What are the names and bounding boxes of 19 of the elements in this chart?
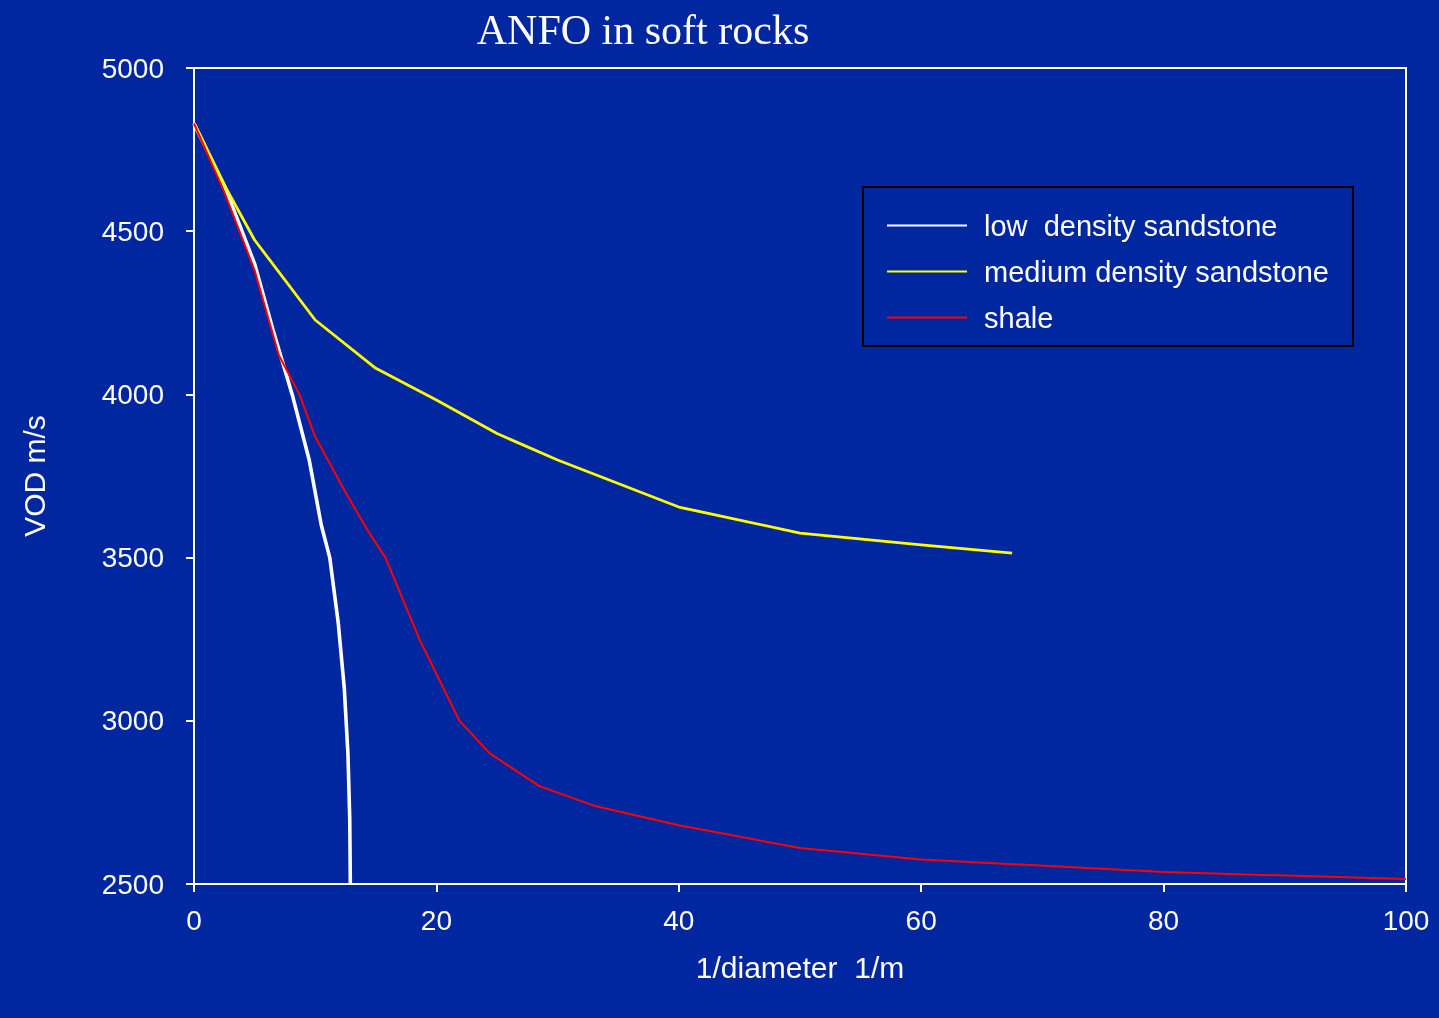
- y-axis-title: VOD m/s: [17, 415, 51, 537]
- legend-label: shale: [984, 301, 1054, 334]
- y-tick-label: 4000: [101, 378, 164, 410]
- x-tick-label: 80: [1148, 904, 1180, 936]
- x-tick-label: 0: [186, 904, 202, 936]
- x-tick-label: 100: [1382, 904, 1430, 936]
- y-tick-label: 4500: [101, 215, 164, 247]
- y-tick-label: 3000: [101, 705, 164, 737]
- x-tick-label: 20: [420, 904, 452, 936]
- y-tick-label: 3500: [101, 542, 164, 574]
- y-tick-label: 2500: [101, 868, 164, 900]
- x-tick-label: 60: [905, 904, 937, 936]
- legend-label: low density sandstone: [984, 209, 1278, 242]
- line-series: [193, 122, 1407, 881]
- x-tick-label: 40: [663, 904, 695, 936]
- x-axis-title: 1/diameter 1/m: [695, 950, 905, 984]
- y-tick-label: 5000: [101, 52, 164, 84]
- chart-title: ANFO in soft rocks: [476, 7, 810, 53]
- legend-label: medium density sandstone: [984, 255, 1330, 288]
